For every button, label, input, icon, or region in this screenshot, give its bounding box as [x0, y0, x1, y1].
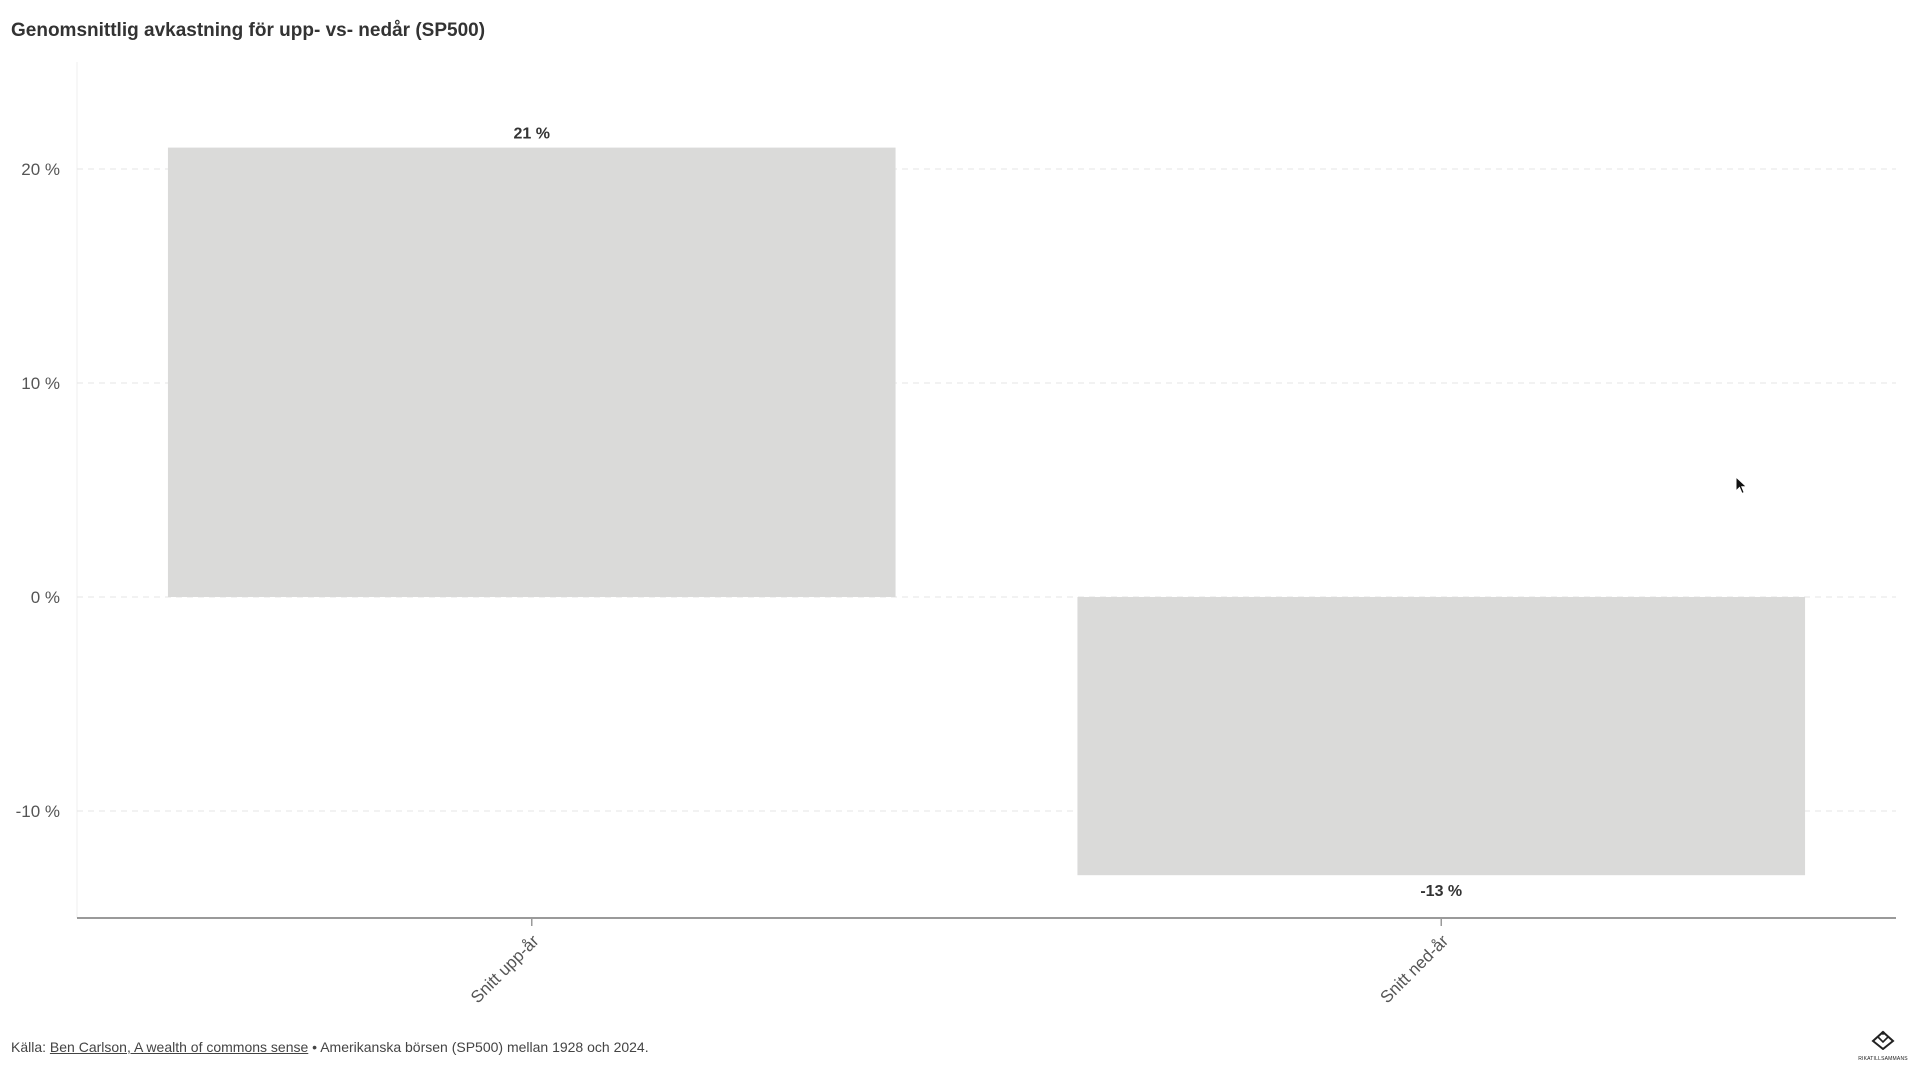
x-category-label: Snitt upp-år	[467, 931, 543, 1007]
bar	[167, 147, 896, 597]
y-tick-label: 20 %	[21, 160, 60, 179]
chart-footer: Källa: Ben Carlson, A wealth of commons …	[11, 1039, 649, 1055]
y-tick-label: 10 %	[21, 374, 60, 393]
bar	[1077, 597, 1806, 876]
source-prefix: Källa:	[11, 1039, 50, 1055]
y-tick-label: -10 %	[16, 802, 60, 821]
mouse-cursor-icon	[1735, 476, 1748, 495]
x-category-label: Snitt ned-år	[1376, 931, 1452, 1007]
bar-value-label: 21 %	[514, 126, 550, 143]
chart-title: Genomsnittlig avkastning för upp- vs- ne…	[11, 20, 486, 41]
bar-value-label: -13 %	[1420, 883, 1462, 900]
diamond-logo-icon	[1871, 1030, 1895, 1051]
source-link[interactable]: Ben Carlson, A wealth of commons sense	[49, 1039, 309, 1055]
brand-logo: RIKATILLSAMMANS	[1850, 1030, 1916, 1064]
logo-text: RIKATILLSAMMANS	[1858, 1056, 1908, 1062]
y-tick-label: 0 %	[31, 588, 60, 607]
source-note: • Amerikanska börsen (SP500) mellan 1928…	[308, 1039, 649, 1055]
